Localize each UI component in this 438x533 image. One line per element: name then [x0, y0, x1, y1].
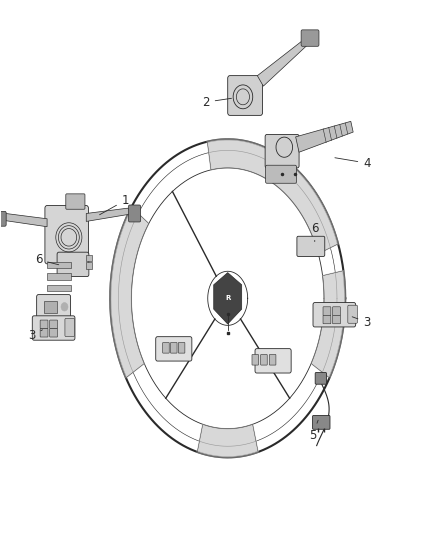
Polygon shape [296, 122, 353, 152]
FancyBboxPatch shape [313, 303, 356, 327]
FancyBboxPatch shape [86, 262, 92, 269]
FancyBboxPatch shape [44, 302, 57, 313]
FancyBboxPatch shape [49, 320, 57, 328]
FancyBboxPatch shape [265, 165, 297, 183]
Polygon shape [214, 272, 242, 324]
Polygon shape [4, 214, 47, 227]
Text: 5: 5 [309, 420, 318, 442]
Text: 4: 4 [335, 157, 371, 169]
FancyBboxPatch shape [57, 252, 89, 277]
Polygon shape [258, 36, 312, 86]
FancyBboxPatch shape [228, 76, 262, 115]
Polygon shape [86, 208, 134, 221]
Text: 1: 1 [99, 193, 129, 215]
Polygon shape [110, 207, 149, 378]
FancyBboxPatch shape [323, 307, 331, 316]
Polygon shape [197, 424, 258, 457]
Text: 3: 3 [352, 316, 371, 329]
FancyBboxPatch shape [32, 316, 75, 340]
FancyBboxPatch shape [313, 416, 330, 429]
FancyBboxPatch shape [301, 30, 319, 46]
FancyBboxPatch shape [0, 212, 6, 226]
FancyBboxPatch shape [332, 307, 340, 316]
Text: 3: 3 [28, 329, 42, 342]
FancyBboxPatch shape [86, 255, 92, 261]
FancyBboxPatch shape [45, 206, 88, 264]
FancyBboxPatch shape [156, 337, 192, 361]
FancyBboxPatch shape [178, 343, 185, 353]
FancyBboxPatch shape [37, 295, 71, 319]
FancyBboxPatch shape [40, 328, 48, 337]
FancyBboxPatch shape [252, 354, 258, 365]
FancyBboxPatch shape [40, 320, 48, 328]
Text: R: R [225, 295, 230, 301]
Circle shape [61, 303, 68, 311]
Text: 2: 2 [202, 95, 232, 109]
FancyBboxPatch shape [261, 354, 267, 365]
FancyBboxPatch shape [128, 205, 141, 222]
FancyBboxPatch shape [265, 134, 299, 168]
Polygon shape [207, 139, 338, 254]
FancyBboxPatch shape [162, 343, 169, 353]
FancyBboxPatch shape [315, 373, 326, 384]
FancyBboxPatch shape [49, 328, 57, 337]
FancyBboxPatch shape [297, 236, 325, 256]
Text: 6: 6 [311, 222, 318, 241]
FancyBboxPatch shape [323, 316, 331, 324]
FancyBboxPatch shape [66, 194, 85, 209]
FancyBboxPatch shape [47, 262, 71, 268]
FancyBboxPatch shape [47, 285, 71, 292]
FancyBboxPatch shape [65, 318, 74, 336]
FancyBboxPatch shape [269, 354, 276, 365]
FancyBboxPatch shape [348, 305, 357, 323]
FancyBboxPatch shape [47, 273, 71, 280]
Text: 6: 6 [35, 253, 59, 266]
FancyBboxPatch shape [332, 316, 340, 324]
FancyBboxPatch shape [255, 349, 291, 373]
FancyBboxPatch shape [170, 343, 177, 353]
Polygon shape [311, 271, 345, 378]
